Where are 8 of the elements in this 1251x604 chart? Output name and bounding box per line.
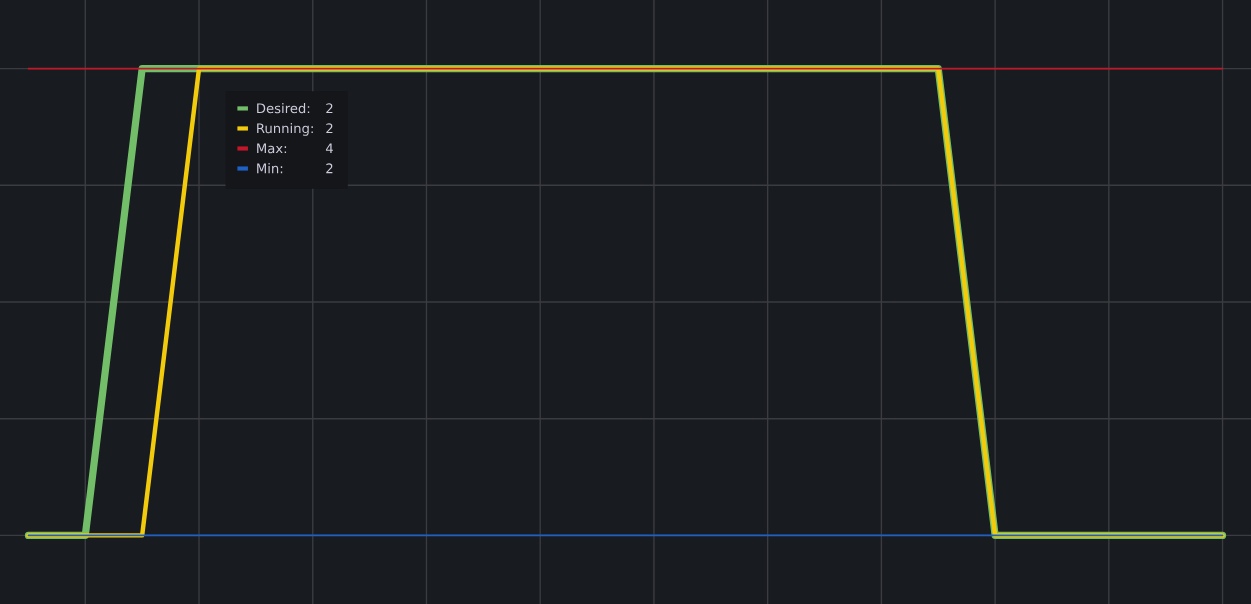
annotation: 2 bbox=[326, 163, 333, 174]
legend-label: Max: bbox=[257, 143, 287, 154]
legend-label: Running: bbox=[257, 123, 313, 136]
annotation: 2 bbox=[326, 123, 333, 134]
annotation: 4 bbox=[325, 143, 333, 154]
annotation: 2 bbox=[326, 103, 333, 114]
legend-label: Min: bbox=[257, 163, 283, 174]
legend-label: Desired: bbox=[257, 103, 310, 114]
